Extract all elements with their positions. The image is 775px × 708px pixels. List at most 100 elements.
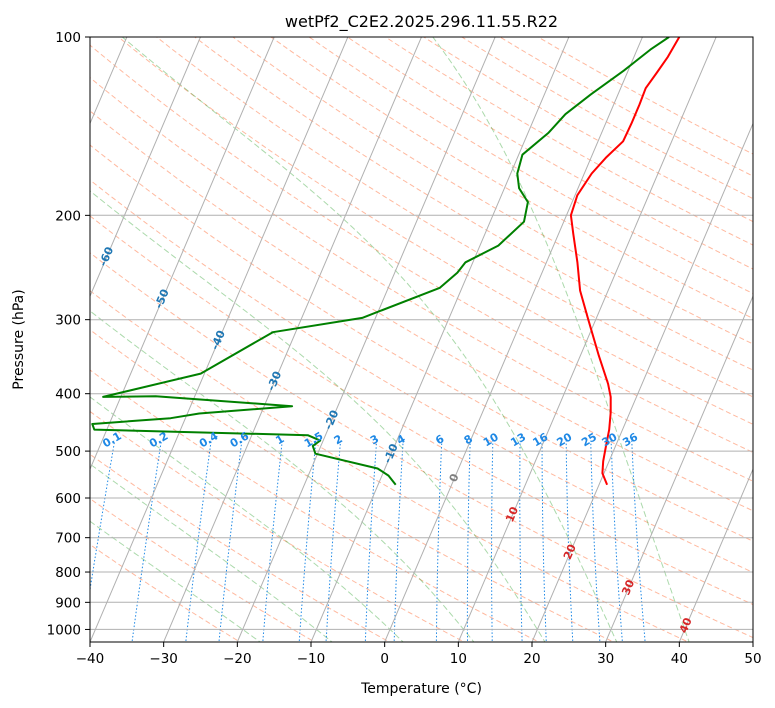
mixing-ratio-line — [185, 440, 212, 642]
mixing-ratio-line — [519, 440, 523, 642]
moist-adiabat — [432, 37, 690, 642]
mixing-ratio-label: 2 — [332, 432, 345, 447]
x-tick-label: 10 — [450, 651, 467, 667]
y-tick-label: 300 — [55, 313, 81, 329]
x-axis-ticks: −40 −30 −20 −10 0 10 20 30 40 50 — [76, 642, 762, 667]
isotherm-line — [678, 467, 753, 642]
isotherm-line — [310, 37, 570, 642]
temperature-profile-line — [569, 37, 681, 486]
dry-adiabat — [90, 110, 753, 512]
isotherm-label: 30 — [619, 577, 637, 596]
isotherm-line — [90, 37, 202, 298]
mixing-ratio-line — [364, 440, 378, 642]
dry-adiabat — [90, 77, 753, 482]
isotherm-label: -10 — [381, 441, 401, 465]
moist-adiabat — [90, 396, 404, 642]
x-tick-label: 30 — [597, 651, 614, 667]
y-axis-label: Pressure (hPa) — [11, 289, 27, 389]
mixing-ratio-line — [631, 440, 646, 642]
isotherm-line — [236, 37, 496, 642]
dry-adiabat — [346, 37, 753, 270]
series-layer — [91, 37, 681, 486]
x-tick-label: 50 — [744, 651, 761, 667]
mixing-ratio-label: 3 — [368, 432, 381, 447]
dry-adiabat — [193, 37, 753, 371]
isotherm-line — [531, 122, 753, 642]
y-tick-label: 800 — [55, 565, 81, 581]
dry-adiabat — [90, 252, 753, 639]
moist-adiabat — [90, 190, 546, 642]
dry-adiabat — [90, 453, 391, 642]
isotherm-label: -50 — [152, 287, 172, 311]
y-axis-ticks: 100 200 300 400 500 600 700 800 900 1000 — [47, 30, 90, 638]
dry-adiabat — [117, 37, 753, 425]
isotherm-line — [90, 37, 349, 642]
dry-adiabat — [90, 179, 753, 573]
mixing-ratio-line — [466, 440, 471, 642]
isotherm-line — [457, 37, 717, 642]
isotherm-line — [605, 294, 753, 642]
background-lines — [90, 37, 753, 642]
mixing-ratio-line — [610, 440, 623, 642]
mixing-ratio-line — [131, 440, 162, 642]
mixing-ratio-line — [541, 440, 547, 642]
isotherm-label: -60 — [96, 245, 116, 269]
dry-adiabat — [90, 543, 241, 642]
mixing-ratio-line — [435, 440, 443, 642]
dry-adiabat — [232, 37, 753, 345]
x-tick-label: 20 — [523, 651, 540, 667]
isotherm-line — [0, 24, 59, 645]
x-tick-label: −30 — [149, 651, 178, 667]
mixing-ratio-label: 20 — [555, 430, 575, 449]
mixing-ratio-line — [393, 440, 404, 642]
isotherm-label: -40 — [208, 328, 228, 352]
isotherm-label: 10 — [503, 504, 521, 523]
mixing-ratio-label: 30 — [600, 430, 620, 449]
dry-adiabat — [90, 144, 753, 542]
isotherm-label: 20 — [561, 542, 579, 561]
dry-adiabat — [155, 37, 753, 398]
moist-adiabat — [121, 37, 618, 642]
y-tick-label: 700 — [55, 531, 81, 547]
x-axis-label: Temperature (°C) — [360, 681, 482, 697]
mixing-ratio-line — [90, 440, 116, 593]
mixing-ratio-line — [565, 440, 574, 642]
y-tick-label: 900 — [55, 595, 81, 611]
mixing-ratio-label: 0.1 — [100, 429, 123, 450]
mixing-ratio-label: 25 — [579, 430, 599, 449]
mixing-ratio-line — [325, 440, 342, 642]
isotherm-line — [163, 37, 423, 642]
dry-adiabat — [308, 37, 753, 295]
mixing-ratio-line — [590, 440, 601, 642]
x-tick-label: 40 — [671, 651, 688, 667]
dewpoint-profile-line — [91, 37, 670, 486]
x-tick-label: −10 — [297, 651, 326, 667]
mixing-ratio-line — [491, 440, 494, 642]
mixing-ratio-label: 1.5 — [302, 429, 325, 450]
isotherm-label: 40 — [677, 615, 695, 634]
dry-adiabat — [537, 37, 753, 155]
isotherm-label: -20 — [322, 408, 342, 432]
grid-lines — [0, 24, 753, 645]
isotherm-label: 0 — [447, 471, 462, 483]
mixing-ratio-label: 13 — [508, 430, 528, 449]
y-tick-label: 500 — [55, 444, 81, 460]
dry-adiabat — [90, 44, 753, 453]
y-tick-label: 100 — [55, 30, 81, 46]
x-tick-label: −20 — [223, 651, 252, 667]
dry-adiabat — [90, 369, 540, 642]
mixing-ratio-line — [218, 440, 243, 642]
isotherm-line — [752, 640, 753, 642]
isotherm-label: -30 — [264, 369, 284, 393]
plot-frame — [89, 36, 754, 643]
isotherm-label: -80 — [0, 158, 6, 182]
curve-labels: 0.10.20.40.611.52346810131620253036-100-… — [0, 158, 695, 635]
chart-title: wetPf2_C2E2.2025.296.11.55.R22 — [285, 12, 558, 32]
moist-adiabat — [90, 310, 475, 642]
mixing-ratio-label: 6 — [433, 432, 446, 447]
x-tick-label: 0 — [380, 651, 389, 667]
dry-adiabat — [90, 329, 615, 642]
mixing-ratio-line — [262, 440, 283, 642]
